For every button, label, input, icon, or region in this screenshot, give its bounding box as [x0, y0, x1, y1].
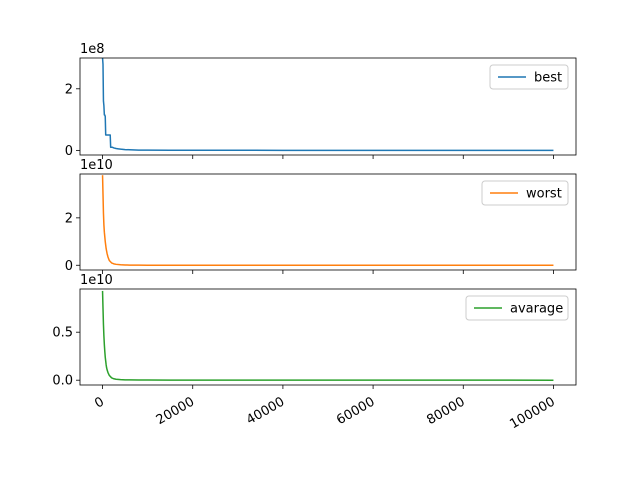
axes-frame [79, 173, 577, 271]
offset-label: 1e10 [80, 273, 113, 288]
x-tick-labels: 0 20000 40000 60000 80000 100000 [92, 394, 558, 432]
legend-label-avarage: avarage [510, 302, 563, 317]
x-tick-label: 0 [92, 394, 107, 411]
legend: best [489, 64, 569, 90]
legend-box [481, 180, 569, 206]
x-tick-label: 60000 [334, 394, 377, 428]
y-tick-label: 0 [65, 144, 73, 159]
offset-label: 1e8 [80, 42, 105, 57]
offset-label: 1e10 [80, 158, 113, 173]
y-tick-label: 0.5 [52, 326, 73, 341]
y-tick-label: 0.0 [52, 374, 73, 389]
axes-frame [79, 57, 577, 156]
legend-label-worst: worst [526, 187, 562, 202]
series-line-avarage [101, 290, 554, 381]
legend: worst [481, 180, 569, 206]
legend: avarage [465, 295, 569, 321]
subplot-worst: 0 2 1e10 worst [65, 158, 577, 274]
y-tick-label: 2 [65, 82, 73, 97]
y-tick-label: 0 [65, 259, 73, 274]
subplot-best: 0 2 1e8 best [65, 42, 577, 159]
subplot-avarage: 0.0 0.5 1e10 avarage [52, 273, 577, 389]
axes-frame [79, 288, 577, 386]
legend-box [489, 64, 569, 90]
x-tick-label: 20000 [154, 394, 197, 428]
x-tick-label: 80000 [424, 394, 467, 428]
x-tick-label: 100000 [507, 394, 557, 432]
series-line-worst [101, 175, 554, 267]
series-line-best [101, 57, 554, 152]
legend-label-best: best [534, 71, 562, 86]
x-tick-label: 40000 [244, 394, 287, 428]
y-tick-label: 2 [65, 211, 73, 226]
legend-box [465, 295, 569, 321]
